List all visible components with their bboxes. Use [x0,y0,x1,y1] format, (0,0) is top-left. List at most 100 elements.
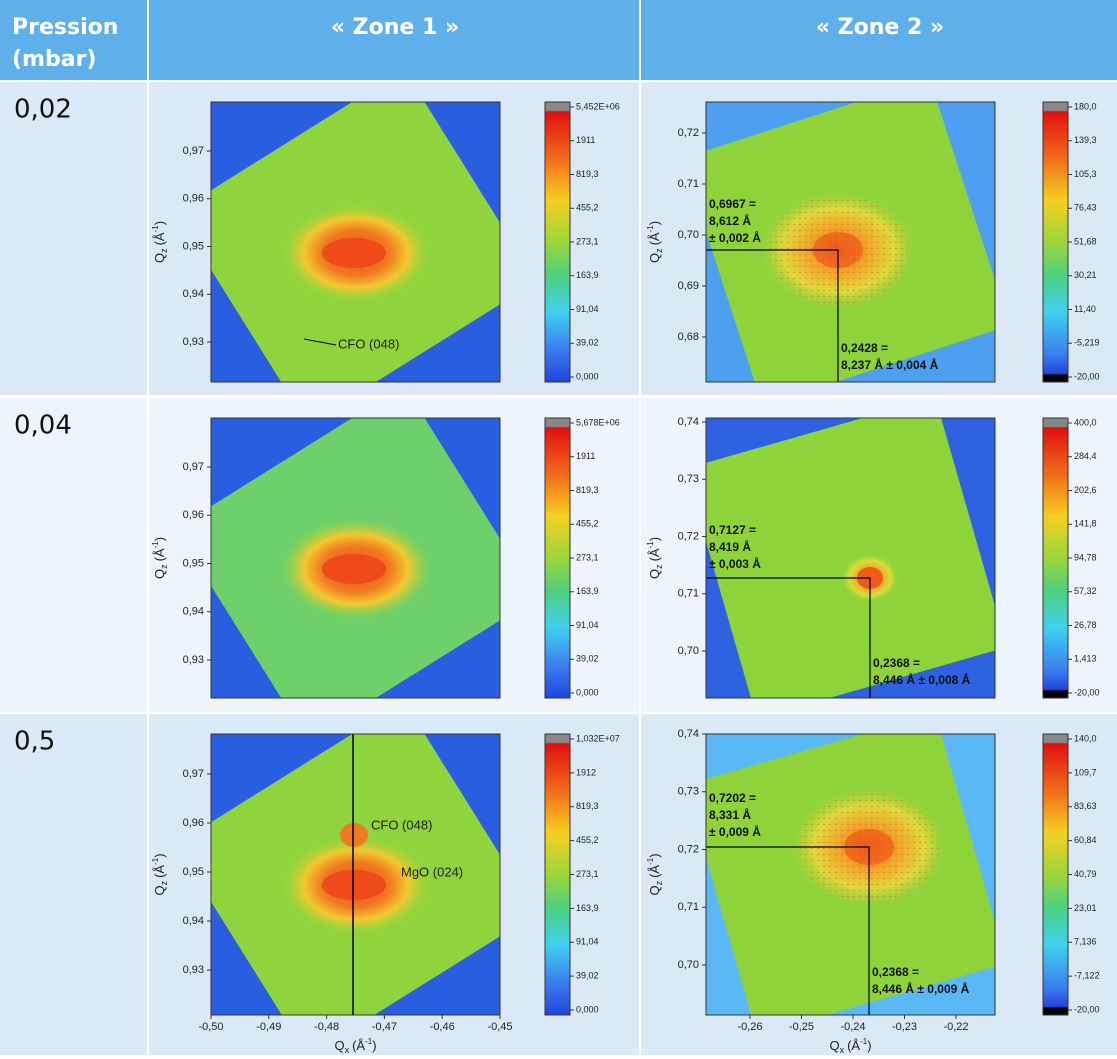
map-zone2 [706,102,995,382]
label-subscript: x [345,1045,350,1055]
colorbar-label: -5,219 [1074,338,1100,348]
colorbar-label: 180,0 [1074,101,1097,111]
y-tick-label: 0,70 [678,959,699,971]
qx-annotation: 8,446 Å ± 0,008 Å [873,672,971,687]
label-exponent: -1 [646,541,655,549]
pressure-value: 0,5 [14,727,55,757]
label-exponent: -1 [646,225,655,233]
qx-annotation: 0,2368 = [872,965,919,979]
y-tick-label: 0,93 [183,336,204,348]
colorbar-label: 11,40 [1074,304,1096,314]
colorbar-label: 455,2 [576,203,599,213]
label-exponent: -1 [365,1037,373,1046]
qx-annotation: 8,237 Å ± 0,004 Å [841,357,939,372]
colorbar-label: 39,02 [576,971,599,981]
x-tick-label: -0,26 [737,1021,762,1033]
colorbar-label: 819,3 [576,485,599,495]
y-tick-label: 0,93 [183,654,204,666]
y-axis-label: Qz (Å-1) [151,537,169,579]
crosshair [706,846,870,1015]
pressure-value: 0,04 [14,411,72,441]
colorbar-label: 26,78 [1074,620,1097,630]
label-close: ) [867,1038,871,1053]
header-cell [641,0,1117,80]
map-zone1 [211,734,500,1015]
colorbar-label: 91,04 [576,937,599,947]
colorbar-label: 273,1 [576,552,599,562]
colorbar-label: 109,7 [1074,767,1097,777]
header-cell [0,0,147,80]
y-axis-label: Qz (Å-1) [151,221,169,263]
colorbar-label: 76,43 [1074,203,1097,213]
y-tick-label: 0,74 [678,416,699,428]
x-tick-label: -0,22 [943,1021,968,1033]
map-peak [322,238,386,268]
colorbar-label: -7,122 [1074,971,1100,981]
y-tick-label: 0,94 [183,606,204,618]
y-axis-label: Qz (Å-1) [151,853,169,895]
y-tick-label: 0,96 [183,193,204,205]
plot-frame [210,101,501,383]
label-close: ) [647,221,662,225]
colorbar-label: -20,00 [1074,1004,1100,1014]
label-symbol: Q [152,569,167,579]
colorbar-label: 94,78 [1074,552,1097,562]
colorbar [1042,733,1069,1016]
y-tick-label: 0,71 [678,178,699,190]
y-tick-label: 0,73 [678,473,699,485]
colorbar-label: 400,0 [1074,417,1097,427]
colorbar-label: 455,2 [576,519,599,529]
y-tick-label: 0,97 [183,145,204,157]
y-tick-label: 0,72 [678,843,699,855]
qz-annotation: 0,6967 = [709,197,756,211]
colorbar-label: 284,4 [1074,451,1097,461]
label-close: ) [647,537,662,541]
map-peak [340,823,368,847]
map-tile [706,418,995,698]
y-tick-label: 0,95 [183,557,204,569]
map-peak [322,554,386,584]
label-unit: (Å [152,232,167,245]
plot-frame [210,417,501,699]
crosshair [706,577,871,698]
x-tick-label: -0,45 [487,1021,512,1033]
label-subscript: z [654,564,664,569]
colorbar-label: 57,32 [1074,586,1097,596]
qz-annotation: 8,419 Å [709,539,751,554]
peak-annotation: CFO (048) [338,336,399,351]
colorbar-label: 1,413 [1074,654,1097,664]
y-tick-label: 0,68 [678,331,699,343]
y-tick-label: 0,96 [183,509,204,521]
colorbar [1042,101,1069,383]
label-close: ) [152,221,167,225]
colorbar-label: 202,6 [1074,485,1097,495]
label-exponent: -1 [151,225,160,233]
y-tick-label: 0,72 [678,127,699,139]
y-tick-label: 0,71 [678,901,699,913]
colorbar-label: 7,136 [1074,937,1097,947]
x-tick-label: -0,50 [198,1021,223,1033]
x-tick-label: -0,24 [840,1021,865,1033]
x-tick-label: -0,48 [314,1021,339,1033]
map-zone2 [706,734,995,1015]
qz-annotation: 8,331 Å [709,807,751,822]
colorbar-label: 1911 [576,451,595,461]
pressure-value: 0,02 [14,95,72,125]
colorbar-label: 455,2 [576,835,599,845]
colorbar-label: 0,000 [576,371,599,381]
x-axis-label: Qx (Å-1) [334,1037,376,1055]
y-tick-label: 0,96 [183,817,204,829]
plot-frame [705,733,996,1016]
y-tick-label: 0,95 [183,866,204,878]
x-tick-label: -0,49 [256,1021,281,1033]
y-tick-label: 0,94 [183,915,204,927]
y-tick-label: 0,70 [678,229,699,241]
colorbar-label: 5,678E+06 [576,417,620,427]
colorbar-label: 163,9 [576,586,599,596]
colorbar-label: 1911 [576,135,595,145]
label-symbol: Q [647,253,662,263]
x-tick-label: -0,47 [372,1021,397,1033]
label-symbol: Q [829,1038,839,1053]
colorbar-label: 273,1 [576,869,599,879]
